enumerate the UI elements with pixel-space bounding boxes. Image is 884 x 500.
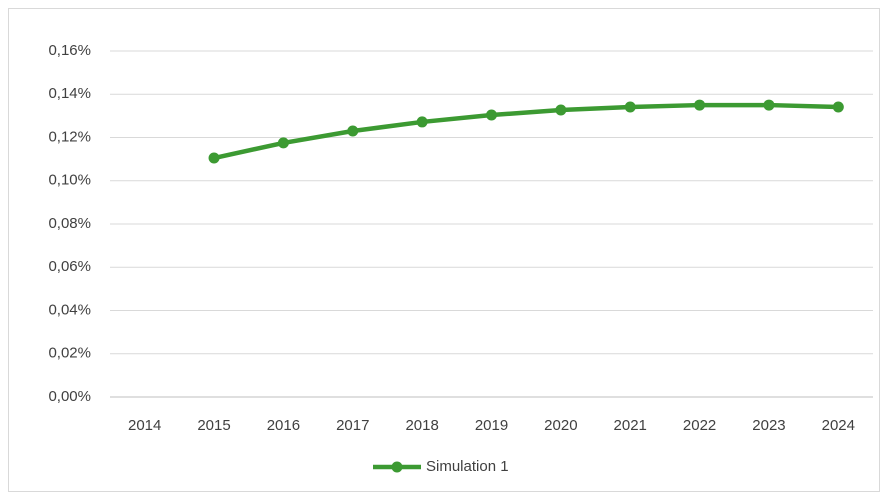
legend-marker [391,461,403,473]
x-tick-label: 2020 [544,417,577,434]
y-tick-label: 0,02% [48,345,91,362]
point [555,104,567,116]
series-line [211,102,841,161]
x-tick-label: 2019 [475,417,508,434]
point [416,116,428,128]
y-tick-label: 0,06% [48,258,91,275]
x-tick-label: 2014 [128,417,161,434]
y-tick-label: 0,16% [48,42,91,59]
point [486,109,497,121]
point [277,137,289,149]
point [694,99,706,111]
x-tick-label: 2021 [614,417,647,434]
y-tick-label: 0,14% [48,85,91,102]
point [347,125,359,137]
y-tick-label: 0,04% [48,301,91,318]
x-tick-label: 2018 [405,417,438,434]
point [832,101,844,113]
legend-label: Simulation 1 [426,458,509,475]
x-tick-label: 2022 [683,417,716,434]
chart-border [8,8,880,492]
x-tick-label: 2024 [822,417,855,434]
y-tick-label: 0,08% [48,215,91,232]
x-tick-label: 2023 [752,417,785,434]
point [208,152,220,164]
y-tick-label: 0,12% [48,128,91,145]
y-tick-label: 0,00% [48,388,91,405]
point [624,101,636,113]
y-tick-label: 0,10% [48,172,91,189]
point [763,99,775,111]
x-tick-label: 2015 [197,417,230,434]
x-tick-label: 2017 [336,417,369,434]
x-tick-label: 2016 [267,417,300,434]
